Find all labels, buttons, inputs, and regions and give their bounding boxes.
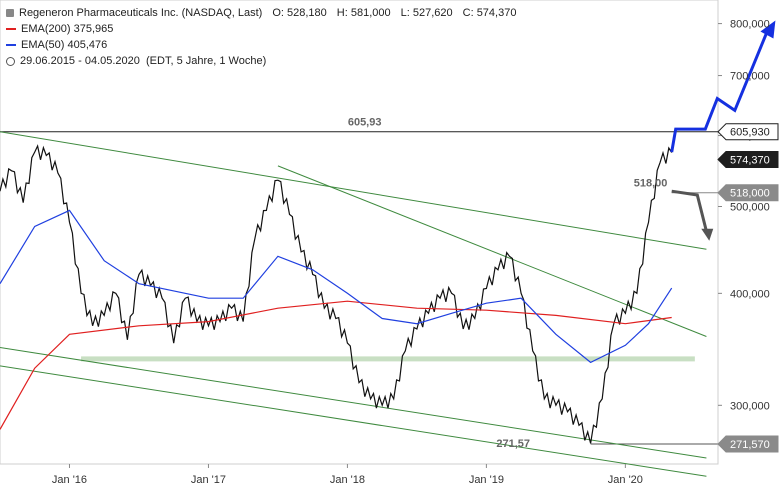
price-tag-label-3: 271,570 xyxy=(730,439,770,451)
trendline-1 xyxy=(277,165,707,337)
legend-ema200-label: EMA(200) xyxy=(21,23,71,35)
x-tick-label-0: Jan '16 xyxy=(52,474,87,486)
x-tick-label-3: Jan '19 xyxy=(469,474,504,486)
price-tag-label-2: 518,000 xyxy=(730,188,770,200)
chart-legend: Regeneron Pharmaceuticals Inc. (NASDAQ, … xyxy=(6,5,516,69)
price-tag-bg-0 xyxy=(717,123,779,141)
x-tick-label-2: Jan '18 xyxy=(330,474,365,486)
legend-ema50-row: EMA(50) 405,476 xyxy=(6,37,516,53)
y-tick-label-0: 300,000 xyxy=(730,400,770,412)
y-tick-label-5: 800,000 xyxy=(730,19,770,31)
price-tag-label-0: 605,930 xyxy=(730,127,770,139)
price-series-line xyxy=(0,144,673,444)
legend-title: Regeneron Pharmaceuticals Inc. (NASDAQ, … xyxy=(19,7,263,19)
annotation-0: 605,93 xyxy=(348,117,382,129)
legend-ema50-value: 405,476 xyxy=(67,39,108,51)
ema50-swatch xyxy=(6,44,16,46)
legend-low-label: L: xyxy=(400,7,410,19)
legend-close: 574,370 xyxy=(476,7,517,19)
y-tick-label-2: 500,000 xyxy=(730,202,770,214)
legend-ema200-value: 375,965 xyxy=(73,23,114,35)
price-tag-3: 271,570 xyxy=(717,435,779,453)
instrument-icon xyxy=(6,9,14,17)
price-tag-label-1: 574,370 xyxy=(730,155,770,167)
legend-ema50-label: EMA(50) xyxy=(21,39,65,51)
ema50-line xyxy=(0,209,673,364)
scenario-up-arrowhead xyxy=(760,20,776,39)
price-tag-bg-3 xyxy=(717,435,779,453)
price-tag-bg-1 xyxy=(717,151,779,169)
annotation-1: 518,00 xyxy=(634,178,668,190)
y-tick-label-1: 400,000 xyxy=(730,288,770,300)
y-tick-label-4: 700,000 xyxy=(730,71,770,83)
legend-title-row: Regeneron Pharmaceuticals Inc. (NASDAQ, … xyxy=(6,5,516,21)
legend-range: 29.06.2015 - 04.05.2020 xyxy=(20,55,140,67)
trendline-3 xyxy=(0,365,707,477)
scenario-up-arrow xyxy=(670,27,770,153)
support-zone xyxy=(81,356,695,362)
legend-high: 581,000 xyxy=(350,7,391,19)
price-tag-2: 518,000 xyxy=(717,184,779,202)
ema200-line xyxy=(0,300,672,430)
trendline-0 xyxy=(0,131,707,250)
legend-open: 528,180 xyxy=(287,7,327,19)
trendline-2 xyxy=(0,347,707,459)
annotation-2: 271,57 xyxy=(496,438,530,450)
legend-range-note: (EDT, 5 Jahre, 1 Woche) xyxy=(146,55,267,67)
price-tag-bg-2 xyxy=(717,184,779,202)
legend-open-label: O: xyxy=(272,7,284,19)
price-tag-1: 574,370 xyxy=(717,151,779,169)
ema200-swatch xyxy=(6,28,16,30)
legend-range-row: 29.06.2015 - 04.05.2020 (EDT, 5 Jahre, 1… xyxy=(6,53,516,69)
price-tag-0: 605,930 xyxy=(717,123,779,141)
clock-icon xyxy=(6,56,15,66)
scenario-down-arrowhead xyxy=(701,228,714,241)
legend-ema200-row: EMA(200) 375,965 xyxy=(6,21,516,37)
legend-high-label: H: xyxy=(336,7,348,19)
legend-close-label: C: xyxy=(462,7,474,19)
legend-low: 527,620 xyxy=(412,7,453,19)
plot-frame xyxy=(0,0,719,465)
x-tick-label-1: Jan '17 xyxy=(191,474,226,486)
x-tick-label-4: Jan '20 xyxy=(608,474,643,486)
scenario-down-arrow xyxy=(671,189,709,236)
